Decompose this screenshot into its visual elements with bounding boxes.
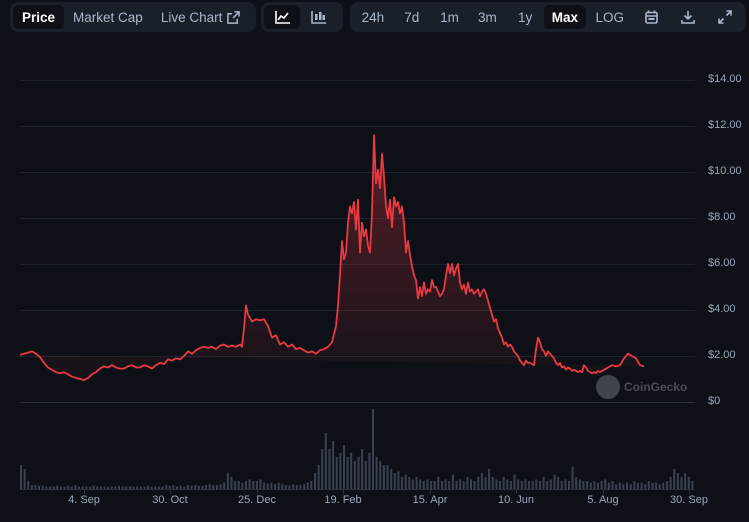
y-axis-label: $6.00 [708,257,736,269]
range-1m-button[interactable]: 1m [431,5,469,29]
x-axis-label: 25. Dec [238,494,276,506]
expand-icon [718,10,732,24]
y-axis-label: $2.00 [708,349,736,361]
watermark-text: CoinGecko [624,380,688,394]
ohlc-chart-icon [310,10,326,24]
range-7d-label: 7d [404,9,420,25]
log-scale-label: LOG [595,9,624,25]
chart-toolbar: Price Market Cap Live Chart 24h 7d 1m 3m… [0,0,749,34]
view-tab-group: Price Market Cap Live Chart [10,2,256,32]
ohlc-chart-button[interactable] [300,5,336,29]
range-24h-button[interactable]: 24h [353,5,393,29]
line-chart-button[interactable] [264,5,300,29]
y-axis-label: $14.00 [708,73,742,85]
x-axis-label: 4. Sep [68,494,100,506]
range-7d-button[interactable]: 7d [393,5,431,29]
external-link-icon [227,10,241,24]
x-axis-ticks [84,489,690,494]
chart-type-group [261,2,343,32]
fullscreen-button[interactable] [707,5,743,29]
y-axis-label: $10.00 [708,165,742,177]
tab-market-cap-label: Market Cap [73,9,143,25]
range-1y-label: 1y [518,9,533,25]
volume-bars [20,409,694,489]
x-axis-label: 30. Oct [152,494,188,506]
coingecko-logo-icon [596,375,620,399]
range-max-label: Max [551,9,579,25]
tab-price-label: Price [22,9,56,25]
range-24h-label: 24h [361,9,385,25]
time-range-group: 24h 7d 1m 3m 1y Max LOG [350,2,746,32]
y-axis-label: $12.00 [708,119,742,131]
y-axis-label: $4.00 [708,303,736,315]
date-range-button[interactable] [634,5,670,29]
download-button[interactable] [669,5,707,29]
range-3m-label: 3m [477,9,497,25]
range-3m-button[interactable]: 3m [468,5,506,29]
x-axis-label: 10. Jun [497,494,535,506]
y-axis-label: $8.00 [708,211,736,223]
x-axis-label: 15. Apr [412,494,448,506]
range-1y-button[interactable]: 1y [506,5,544,29]
range-max-button[interactable]: Max [544,5,586,29]
line-chart-icon [274,10,290,24]
price-area [20,135,644,381]
tab-live-chart-label: Live Chart [160,9,223,25]
x-axis-label: 30. Sep [670,494,708,506]
coingecko-watermark: CoinGecko [596,375,687,399]
tab-live-chart[interactable]: Live Chart [152,5,250,29]
x-axis-label: 19. Feb [324,494,362,506]
log-scale-toggle[interactable]: LOG [586,5,634,29]
download-icon [681,11,696,24]
tab-price[interactable]: Price [13,5,65,29]
x-axis-label: 5. Aug [587,494,619,506]
price-line [19,134,645,381]
tab-market-cap[interactable]: Market Cap [64,5,152,29]
y-axis-label: $0 [708,395,721,407]
range-1m-label: 1m [440,9,459,25]
calendar-icon [645,10,658,24]
